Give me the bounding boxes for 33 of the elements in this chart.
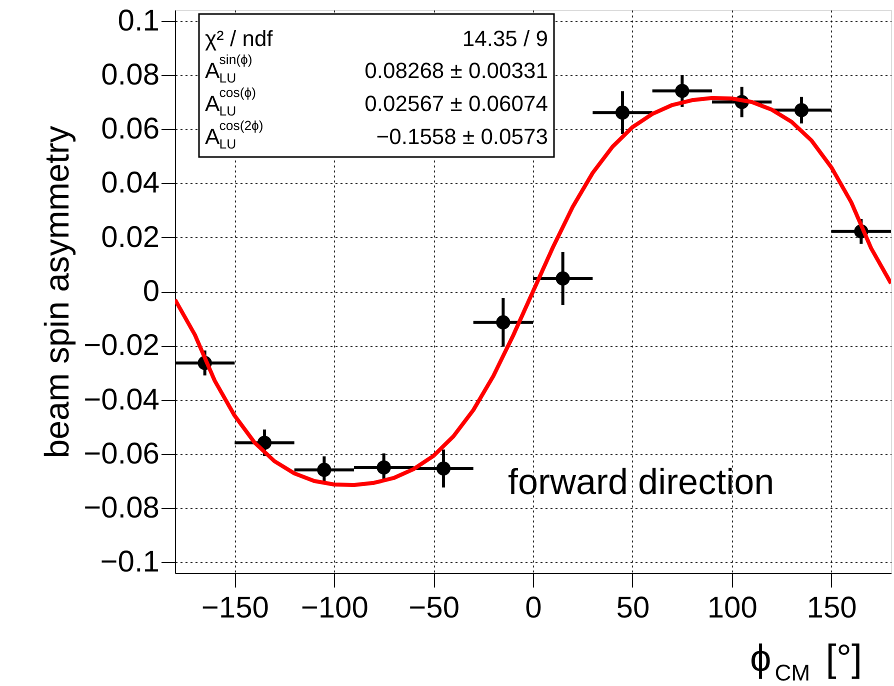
point bbox=[556, 271, 570, 286]
y-tick-label: 0.02 bbox=[101, 220, 160, 254]
y-tick-label: −0.02 bbox=[84, 329, 160, 362]
x-tick-label: −100 bbox=[300, 592, 368, 624]
y-tick-label: 0.06 bbox=[101, 112, 160, 146]
annotation: −0.1558 ± 0.0573 bbox=[376, 124, 548, 149]
y-tick-label: 0.1 bbox=[118, 4, 160, 38]
annotation: 0.08268 ± 0.00331 bbox=[364, 58, 548, 83]
annotation: 0.02567 ± 0.06074 bbox=[364, 91, 548, 116]
x-tick-label: 0 bbox=[525, 592, 542, 624]
y-tick-label: 0.08 bbox=[101, 58, 160, 92]
point bbox=[675, 84, 690, 98]
annotation: χ² / ndf bbox=[205, 26, 274, 51]
annotation: 14.35 / 9 bbox=[462, 26, 548, 51]
x-tick-label: 100 bbox=[707, 592, 758, 624]
x-tick-label: −50 bbox=[408, 592, 460, 624]
point bbox=[615, 106, 630, 120]
y-tick-label: −0.08 bbox=[84, 492, 160, 525]
y-tick-label: 0 bbox=[142, 275, 160, 308]
y-tick-label: −0.06 bbox=[84, 437, 160, 470]
x-tick-label: 50 bbox=[616, 592, 650, 624]
annotation: forward direction bbox=[508, 461, 774, 502]
x-tick-label: 150 bbox=[806, 592, 857, 624]
y-axis-title: beam spin asymmetry bbox=[38, 126, 77, 458]
point bbox=[436, 461, 451, 476]
y-tick-label: −0.1 bbox=[100, 546, 160, 579]
point bbox=[496, 315, 510, 330]
point bbox=[317, 462, 332, 477]
x-tick-label: −150 bbox=[201, 592, 269, 624]
point bbox=[376, 460, 391, 474]
y-tick-label: −0.04 bbox=[84, 383, 160, 416]
y-tick-label: 0.04 bbox=[101, 166, 160, 200]
point bbox=[794, 103, 809, 118]
